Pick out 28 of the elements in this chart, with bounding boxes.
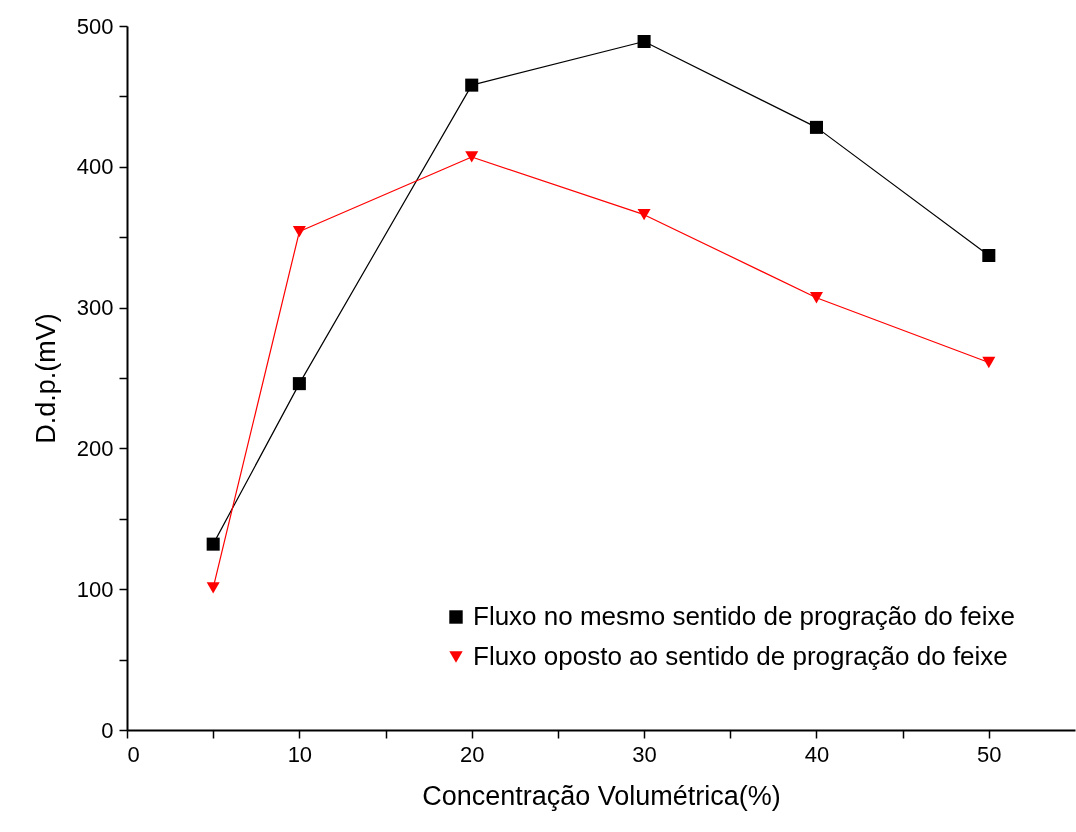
point: [292, 377, 306, 391]
x-tick-label: 10: [287, 741, 313, 767]
point: [206, 582, 220, 594]
x-axis-title: Concentração Volumétrica(%): [422, 780, 781, 811]
point: [982, 248, 996, 263]
y-tick-label: 0: [101, 717, 114, 743]
point: [982, 356, 996, 369]
y-tick-label: 100: [76, 576, 114, 602]
y-tick-label: 400: [76, 154, 114, 180]
x-tick-label: 40: [804, 741, 830, 767]
point: [465, 78, 479, 92]
point: [809, 120, 823, 134]
x-tick-label: 30: [632, 741, 657, 767]
point: [206, 537, 220, 551]
point: [292, 225, 306, 238]
point: [637, 34, 651, 49]
x-tick-label: 0: [127, 741, 140, 767]
y-tick-label: 500: [76, 13, 114, 39]
y-axis-title: D.d.p.(mV): [30, 313, 61, 444]
x-tick-label: 50: [977, 741, 1002, 767]
point: [637, 209, 651, 221]
y-tick-label: 300: [76, 295, 114, 321]
legend-label: Fluxo oposto ao sentido de progração do feixe: [473, 641, 1008, 671]
legend-label: Fluxo no mesmo sentido de progração do feixe: [473, 601, 1015, 631]
x-tick-label: 20: [459, 741, 485, 767]
point: [809, 292, 823, 304]
y-tick-label: 200: [76, 435, 114, 461]
point: [465, 151, 479, 163]
